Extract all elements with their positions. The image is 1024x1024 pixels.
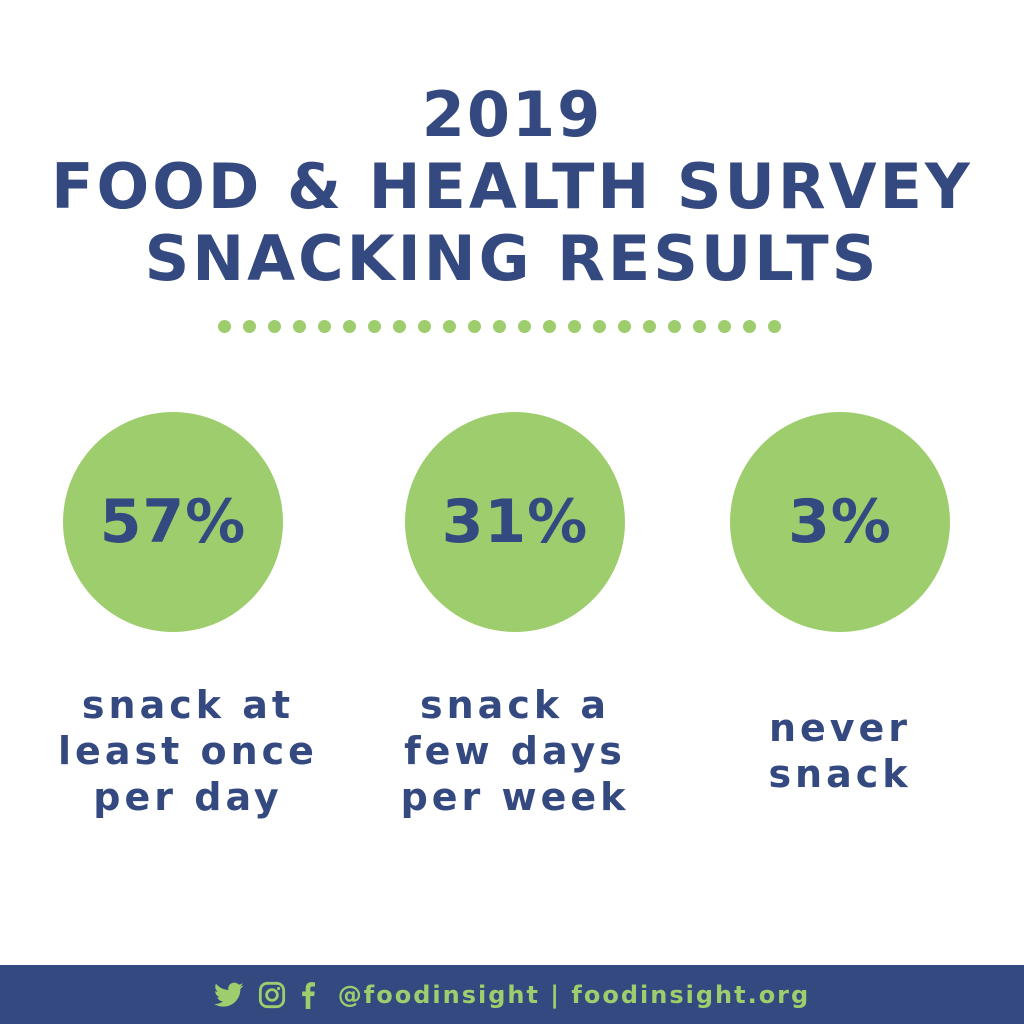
stat-caption-daily: snack at least once per day: [28, 682, 348, 820]
dotted-divider: [218, 320, 818, 334]
divider-dot: [243, 320, 256, 333]
caption-line: per day: [93, 775, 283, 819]
divider-dot: [343, 320, 356, 333]
divider-dot: [668, 320, 681, 333]
caption-line: never: [768, 706, 912, 750]
divider-dot: [493, 320, 506, 333]
divider-dot: [543, 320, 556, 333]
divider-dot: [643, 320, 656, 333]
divider-dot: [768, 320, 781, 333]
divider-dot: [393, 320, 406, 333]
caption-line: least once: [58, 729, 318, 773]
instagram-icon[interactable]: [258, 979, 286, 1011]
title-subtitle: SNACKING RESULTS: [144, 222, 880, 295]
stat-value-daily: 57%: [99, 487, 247, 557]
stat-value-weekly: 31%: [441, 487, 589, 557]
stat-circle-daily: 57%: [63, 412, 283, 632]
stat-circle-weekly: 31%: [405, 412, 625, 632]
divider-dot: [318, 320, 331, 333]
caption-line: per week: [400, 775, 630, 819]
caption-line: snack a: [420, 683, 610, 727]
caption-line: snack: [768, 752, 912, 796]
divider-dot: [618, 320, 631, 333]
divider-dot: [593, 320, 606, 333]
divider-dot: [218, 320, 231, 333]
stat-value-never: 3%: [788, 487, 892, 557]
facebook-icon[interactable]: [300, 979, 316, 1011]
caption-line: few days: [404, 729, 626, 773]
stat-caption-weekly: snack a few days per week: [355, 682, 675, 820]
stat-circle-never: 3%: [730, 412, 950, 632]
footer-handle-text: @foodinsight | foodinsight.org: [337, 980, 811, 1009]
divider-dot: [268, 320, 281, 333]
divider-dot: [518, 320, 531, 333]
stat-caption-never: never snack: [680, 705, 1000, 797]
title-survey-name: FOOD & HEALTH SURVEY: [51, 150, 973, 223]
divider-dot: [568, 320, 581, 333]
divider-dot: [443, 320, 456, 333]
footer-bar: @foodinsight | foodinsight.org: [0, 965, 1024, 1024]
divider-dot: [293, 320, 306, 333]
title-year: 2019: [421, 78, 603, 151]
divider-dot: [718, 320, 731, 333]
divider-dot: [743, 320, 756, 333]
divider-dot: [693, 320, 706, 333]
divider-dot: [468, 320, 481, 333]
twitter-icon[interactable]: [213, 979, 244, 1011]
divider-dot: [368, 320, 381, 333]
divider-dot: [418, 320, 431, 333]
caption-line: snack at: [81, 683, 295, 727]
